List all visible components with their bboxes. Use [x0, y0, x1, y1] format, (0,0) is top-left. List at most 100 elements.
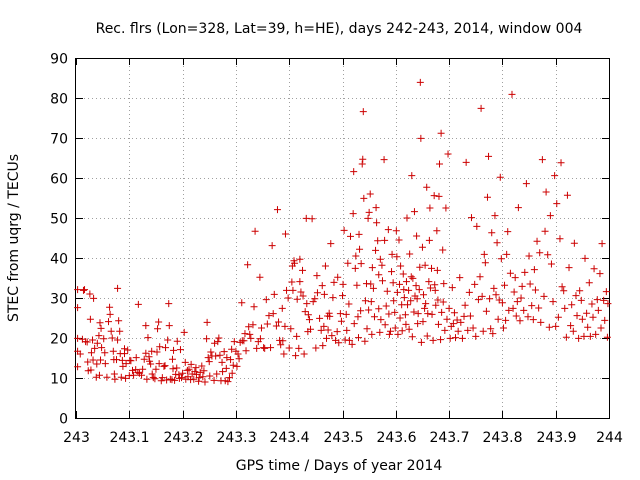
data-point [238, 299, 245, 306]
data-point [105, 318, 112, 325]
data-point [513, 313, 520, 320]
data-point [102, 360, 109, 367]
data-point [103, 374, 110, 381]
y-axis-label: STEC from uqrg / TECUs [6, 154, 22, 322]
data-point [116, 328, 123, 335]
data-point [241, 330, 248, 337]
data-point [441, 327, 448, 334]
data-point [526, 253, 533, 260]
data-point [591, 265, 598, 272]
data-point [409, 275, 416, 282]
data-point [452, 334, 459, 341]
data-point [426, 205, 433, 212]
data-point [169, 356, 176, 363]
data-point [433, 227, 440, 234]
data-point [559, 283, 566, 290]
data-point [360, 195, 367, 202]
y-tick-label: 90 [50, 52, 68, 68]
y-tick-label: 20 [50, 332, 68, 348]
axis-ticks [76, 58, 610, 419]
data-point [378, 262, 385, 269]
data-point [604, 300, 611, 307]
data-point [437, 336, 444, 343]
data-point [142, 322, 149, 329]
data-point [379, 277, 386, 284]
x-tick-label: 243 [63, 430, 90, 446]
data-point [539, 156, 546, 163]
data-point [424, 310, 431, 317]
data-point [472, 333, 479, 340]
data-point [321, 291, 328, 298]
data-point [386, 331, 393, 338]
data-point [295, 345, 302, 352]
data-point [584, 324, 591, 331]
data-point [361, 338, 368, 345]
data-point [236, 355, 243, 362]
data-point [429, 311, 436, 318]
data-point [397, 263, 404, 270]
data-point [462, 302, 469, 309]
data-point [330, 279, 337, 286]
data-point [391, 309, 398, 316]
data-point [404, 301, 411, 308]
data-point [588, 301, 595, 308]
x-tick-label: 243.7 [429, 430, 469, 446]
data-point [243, 347, 250, 354]
data-point [216, 352, 223, 359]
data-point [144, 334, 151, 341]
data-point [576, 287, 583, 294]
data-point [471, 281, 478, 288]
data-point [403, 278, 410, 285]
data-point [133, 354, 140, 361]
data-point [367, 191, 374, 198]
data-point [426, 237, 433, 244]
data-point [267, 344, 274, 351]
data-point [493, 291, 500, 298]
data-point [329, 294, 336, 301]
data-point [96, 319, 103, 326]
data-point [430, 337, 437, 344]
data-point [282, 231, 289, 238]
data-point [214, 338, 221, 345]
data-point [101, 349, 108, 356]
data-point [274, 206, 281, 213]
data-point [325, 327, 332, 334]
data-point [154, 325, 161, 332]
data-point [356, 231, 363, 238]
data-point [423, 184, 430, 191]
x-tick-labels: 243 243.1 243.2 243.3 243.4 243.5 243.6 243.7 24… [63, 430, 623, 446]
data-point [455, 328, 462, 335]
data-point [568, 301, 575, 308]
data-point [564, 192, 571, 199]
data-point [337, 310, 344, 317]
data-point [384, 288, 391, 295]
data-point [475, 296, 482, 303]
data-point [355, 334, 362, 341]
data-point [334, 328, 341, 335]
data-point [413, 233, 420, 240]
data-point [579, 316, 586, 323]
data-point [503, 251, 510, 258]
data-point [408, 172, 415, 179]
data-point [118, 374, 125, 381]
data-point [494, 239, 501, 246]
data-point [173, 365, 180, 372]
data-point [442, 205, 449, 212]
data-point [374, 237, 381, 244]
data-point [340, 281, 347, 288]
x-tick-label: 243.5 [323, 430, 363, 446]
data-point [219, 359, 226, 366]
data-point [292, 352, 299, 359]
data-point [264, 321, 271, 328]
data-point [115, 317, 122, 324]
data-point [397, 315, 404, 322]
data-point [599, 240, 606, 247]
data-point [97, 357, 104, 364]
data-point [359, 156, 366, 163]
data-point [286, 345, 293, 352]
data-point [135, 301, 142, 308]
data-point [425, 278, 432, 285]
data-point [511, 289, 518, 296]
data-point [558, 159, 565, 166]
y-tick-label: 0 [59, 412, 68, 428]
